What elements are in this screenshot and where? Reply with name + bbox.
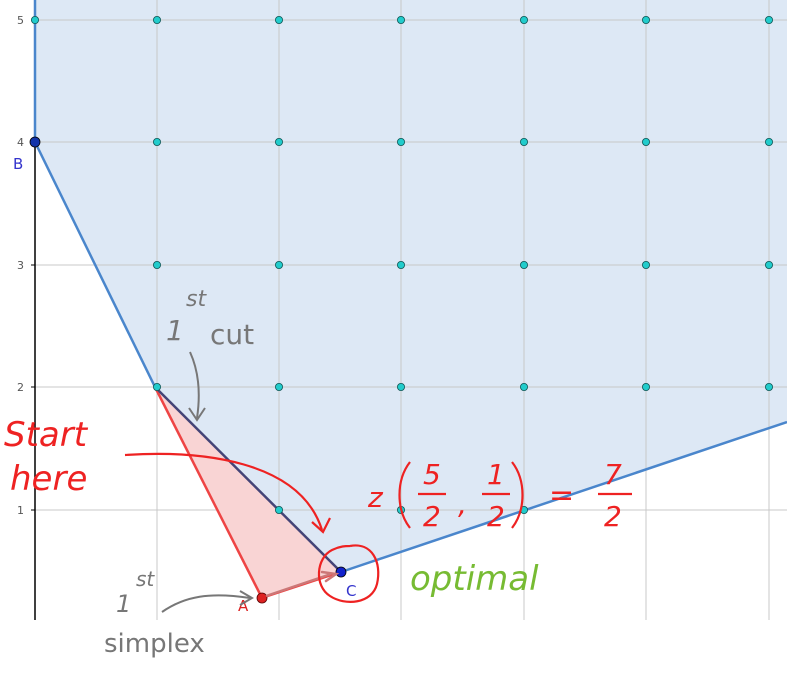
boundary-segment bbox=[340, 420, 787, 574]
lattice-point bbox=[152, 15, 161, 24]
first-cut-annotation: 1 st cut bbox=[166, 287, 254, 351]
start-here-annotation: Start here bbox=[4, 415, 89, 499]
frac1-numerator: 5 bbox=[423, 458, 441, 491]
lattice-point bbox=[274, 382, 283, 391]
lattice-point bbox=[520, 260, 529, 269]
lattice-point bbox=[642, 15, 651, 24]
first-cut-line bbox=[154, 386, 342, 573]
step-arrow-head bbox=[320, 570, 340, 583]
first-cut-suffix: st bbox=[186, 287, 207, 312]
frac2-numerator: 1 bbox=[487, 458, 505, 491]
first-cut-number: 1 bbox=[166, 314, 184, 347]
right-paren bbox=[511, 461, 524, 529]
equals: = bbox=[549, 478, 574, 513]
lattice-point bbox=[642, 137, 651, 146]
first-simplex-suffix: st bbox=[136, 567, 155, 591]
y-tick-label: 3 bbox=[17, 259, 24, 272]
first-simplex-arrow bbox=[161, 594, 251, 613]
optimal-label: optimal bbox=[410, 559, 539, 599]
lattice-point bbox=[396, 382, 405, 391]
lattice-point bbox=[642, 260, 651, 269]
lattice-point bbox=[274, 505, 283, 514]
first-simplex-annotation: 1 st simplex bbox=[104, 567, 205, 659]
lattice-point bbox=[396, 15, 405, 24]
start-label: Start bbox=[4, 415, 89, 455]
frac2-denominator: 2 bbox=[487, 500, 505, 533]
lattice-point bbox=[152, 137, 161, 146]
first-simplex-arrow-head bbox=[239, 590, 254, 606]
point-c bbox=[335, 566, 347, 578]
lattice-point bbox=[30, 15, 39, 24]
lattice-point bbox=[642, 382, 651, 391]
lattice-point bbox=[765, 137, 774, 146]
frac1-denominator: 2 bbox=[423, 500, 441, 533]
lattice-point bbox=[396, 137, 405, 146]
result-numerator: 7 bbox=[604, 458, 622, 491]
comma: , bbox=[458, 488, 467, 521]
y-tick-label: 2 bbox=[17, 381, 24, 394]
y-tick-label: 4 bbox=[17, 136, 24, 149]
lattice-point bbox=[520, 382, 529, 391]
point-b bbox=[29, 136, 41, 148]
first-cut-arrow-head bbox=[188, 407, 206, 422]
y-tick-label: 1 bbox=[17, 504, 24, 517]
optimal-circle bbox=[317, 544, 380, 603]
point-c-label: C bbox=[346, 582, 356, 600]
lattice-point bbox=[152, 382, 161, 391]
lattice-point bbox=[152, 260, 161, 269]
lattice-point bbox=[765, 15, 774, 24]
start-here-arrow bbox=[124, 452, 324, 531]
y-tick-label: 5 bbox=[17, 14, 24, 27]
lattice-point bbox=[274, 137, 283, 146]
left-paren bbox=[398, 461, 411, 529]
feasible-region bbox=[35, 0, 787, 572]
result-denominator: 2 bbox=[604, 500, 622, 533]
here-label: here bbox=[10, 459, 87, 499]
cut-region bbox=[155, 387, 341, 598]
lattice-point bbox=[765, 382, 774, 391]
first-cut-word: cut bbox=[210, 318, 254, 351]
start-here-arrow-head bbox=[311, 517, 331, 534]
first-cut-arrow bbox=[189, 351, 200, 419]
first-simplex-number: 1 bbox=[116, 590, 131, 618]
objective-strokes bbox=[398, 461, 632, 529]
cut-region-edge bbox=[153, 386, 264, 599]
objective-annotation: z 5 2 , 1 2 = 7 2 bbox=[367, 458, 622, 533]
lattice-point bbox=[274, 15, 283, 24]
lattice-point bbox=[274, 260, 283, 269]
lattice-point bbox=[520, 137, 529, 146]
objective-z: z bbox=[367, 481, 384, 514]
lattice-points bbox=[30, 15, 774, 514]
first-simplex-word: simplex bbox=[104, 629, 205, 659]
boundary-segment bbox=[33, 141, 157, 388]
point-a-label: A bbox=[238, 597, 249, 615]
lattice-point bbox=[765, 260, 774, 269]
lattice-point bbox=[520, 15, 529, 24]
lattice-point bbox=[396, 260, 405, 269]
point-b-label: B bbox=[13, 155, 23, 173]
point-a bbox=[256, 592, 268, 604]
